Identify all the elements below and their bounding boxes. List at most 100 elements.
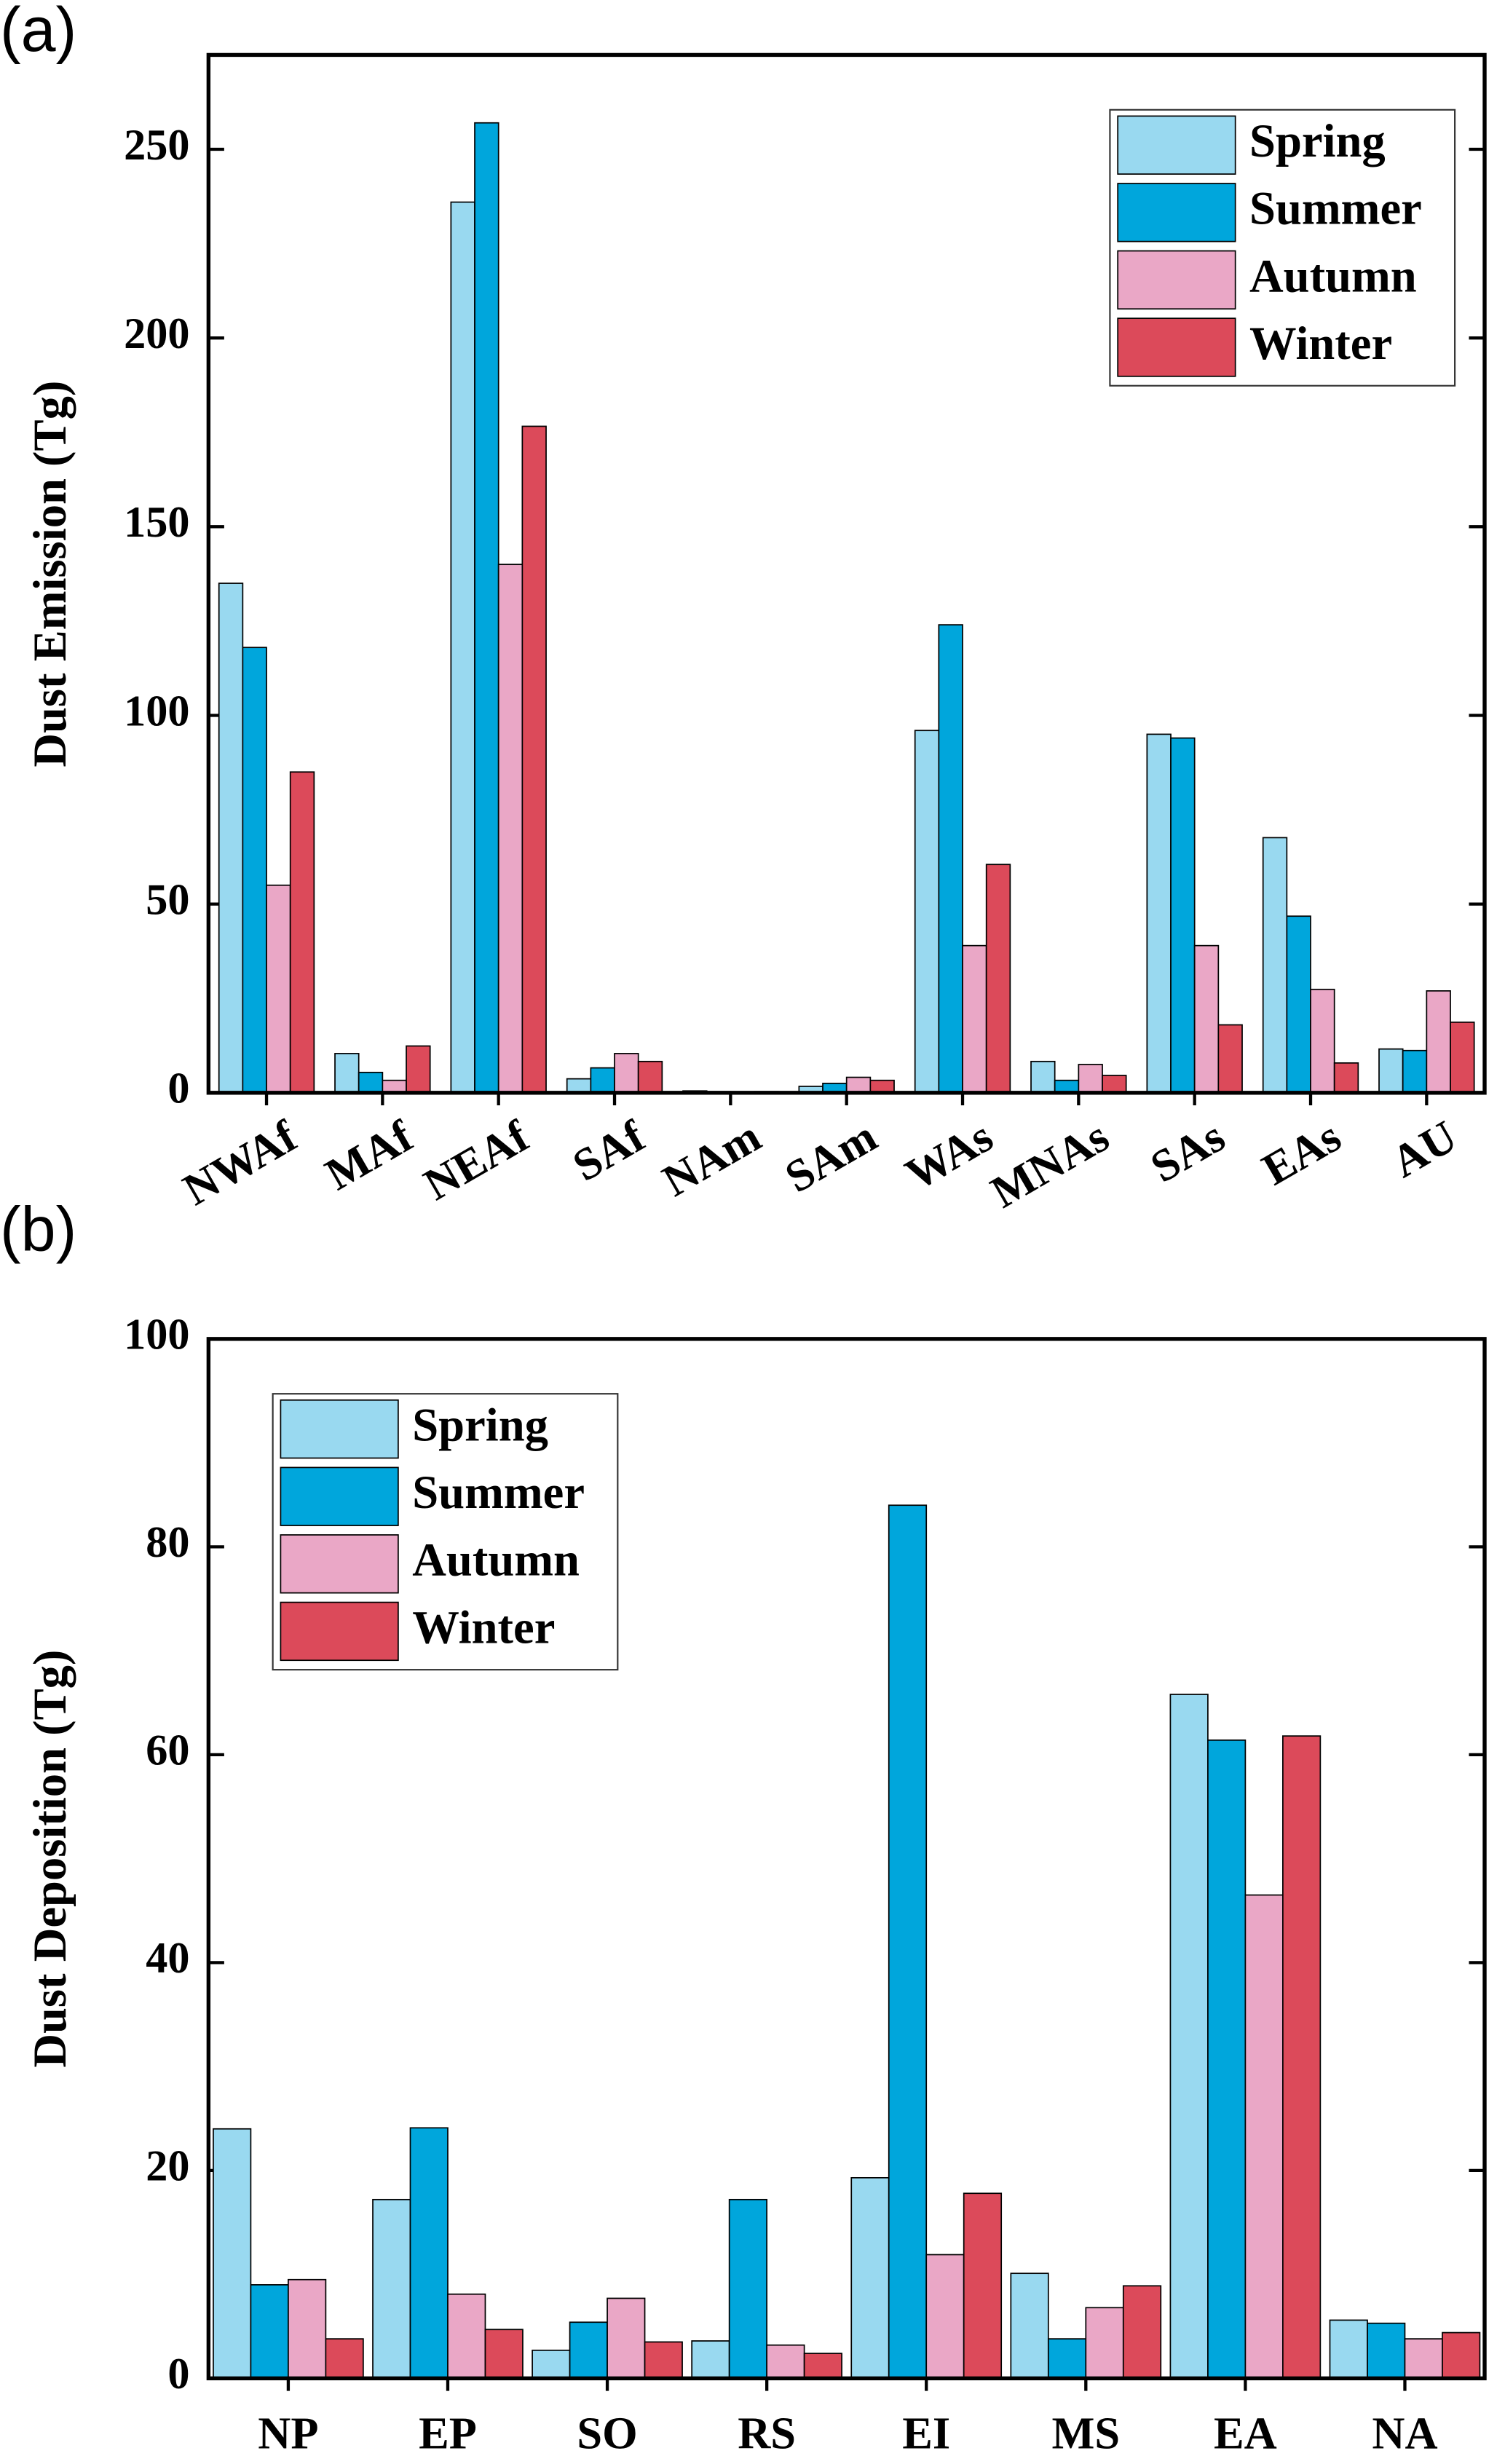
bar xyxy=(914,730,940,1094)
bar xyxy=(447,2293,486,2380)
bar xyxy=(289,771,315,1094)
bar xyxy=(569,2321,608,2380)
legend-label: Autumn xyxy=(1249,249,1417,301)
bar xyxy=(372,2198,411,2380)
x-tick-label: EP xyxy=(419,2408,477,2459)
legend-swatch xyxy=(280,1399,399,1459)
bar xyxy=(1078,1064,1103,1094)
bar xyxy=(1450,1022,1475,1094)
legend-swatch xyxy=(1117,317,1236,377)
bar xyxy=(1404,2338,1443,2380)
bar xyxy=(1170,737,1196,1094)
y-tick-label: 150 xyxy=(124,498,189,547)
bar xyxy=(766,2344,805,2380)
bar xyxy=(728,2198,768,2380)
bar xyxy=(1367,2322,1406,2380)
y-axis-label: Dust Emission (Tg) xyxy=(23,381,76,767)
bar xyxy=(644,2341,683,2380)
bar xyxy=(637,1060,663,1094)
legend-swatch xyxy=(1117,250,1236,310)
bar xyxy=(888,1504,928,2380)
legend-label: Summer xyxy=(412,1466,585,1518)
panel-label: (a) xyxy=(0,0,76,65)
y-tick-label: 20 xyxy=(146,2142,189,2191)
bar xyxy=(1085,2307,1124,2380)
bar xyxy=(409,2127,449,2380)
x-tick-label: SO xyxy=(577,2408,637,2459)
x-tick-label: WAs xyxy=(897,1110,1001,1200)
bar xyxy=(614,1053,639,1094)
x-tick-label: SAm xyxy=(776,1110,885,1203)
bar xyxy=(1442,2331,1481,2380)
bar xyxy=(607,2297,646,2380)
bar xyxy=(963,2192,1003,2380)
bar xyxy=(497,564,524,1094)
bar xyxy=(474,122,499,1094)
bar xyxy=(1426,990,1451,1094)
bar xyxy=(850,2176,890,2380)
bar xyxy=(325,2338,364,2380)
bar xyxy=(242,647,267,1094)
bar xyxy=(213,2128,252,2380)
panel-label: (b) xyxy=(0,1194,76,1264)
legend-label: Spring xyxy=(412,1399,548,1451)
bar xyxy=(1286,915,1311,1094)
legend-swatch xyxy=(280,1534,399,1594)
legend-label: Autumn xyxy=(412,1533,580,1586)
y-tick-label: 80 xyxy=(146,1518,189,1567)
bar xyxy=(691,2340,730,2380)
bar xyxy=(803,2353,842,2380)
x-tick-label: MS xyxy=(1051,2408,1120,2459)
x-tick-label: SAs xyxy=(1142,1110,1233,1193)
y-tick-label: 0 xyxy=(167,2350,189,2398)
bar xyxy=(450,201,475,1094)
bar xyxy=(1310,988,1335,1094)
plot-frame xyxy=(206,52,1487,1095)
bar xyxy=(938,624,963,1094)
x-tick-label: MNAs xyxy=(982,1110,1117,1217)
y-tick-label: 60 xyxy=(146,1726,189,1775)
bar xyxy=(484,2329,524,2380)
legend-swatch xyxy=(280,1466,399,1526)
x-tick-label: RS xyxy=(738,2408,796,2459)
y-tick-label: 100 xyxy=(124,687,189,735)
bar xyxy=(1282,1735,1322,2380)
x-tick-label: MAf xyxy=(317,1110,422,1200)
bar xyxy=(532,2349,571,2380)
bar xyxy=(1047,2338,1087,2380)
x-tick-label: NWAf xyxy=(175,1110,306,1215)
bar xyxy=(1402,1049,1428,1094)
x-tick-label: NEAf xyxy=(415,1110,537,1210)
y-tick-label: 40 xyxy=(146,1934,189,1983)
bar xyxy=(1122,2285,1162,2380)
bar xyxy=(1329,2319,1368,2380)
x-tick-label: NA xyxy=(1372,2408,1437,2459)
bar xyxy=(1244,1894,1284,2380)
bar xyxy=(1207,1740,1247,2380)
bar xyxy=(1010,2273,1049,2380)
legend-swatch xyxy=(1117,115,1236,175)
bar xyxy=(406,1045,431,1094)
y-tick-label: 0 xyxy=(167,1065,189,1113)
bar xyxy=(1333,1062,1359,1094)
bar xyxy=(845,1076,872,1094)
x-tick-label: SAf xyxy=(564,1110,654,1191)
bar xyxy=(566,1078,592,1094)
y-tick-label: 250 xyxy=(124,121,189,170)
legend-label: Winter xyxy=(1249,317,1392,369)
legend-label: Spring xyxy=(1249,114,1386,167)
bar xyxy=(1169,1694,1209,2380)
x-tick-label: EAs xyxy=(1254,1110,1349,1195)
bar xyxy=(985,864,1011,1094)
bar xyxy=(1262,837,1288,1094)
bar xyxy=(1102,1075,1127,1094)
legend-label: Summer xyxy=(1249,182,1422,234)
bar xyxy=(250,2284,289,2380)
bar xyxy=(218,583,244,1094)
bar xyxy=(1378,1048,1404,1094)
bar xyxy=(590,1067,615,1094)
y-axis-label: Dust Deposition (Tg) xyxy=(23,1650,76,2068)
x-tick-label: NP xyxy=(258,2408,318,2459)
legend-label: Winter xyxy=(412,1600,555,1653)
